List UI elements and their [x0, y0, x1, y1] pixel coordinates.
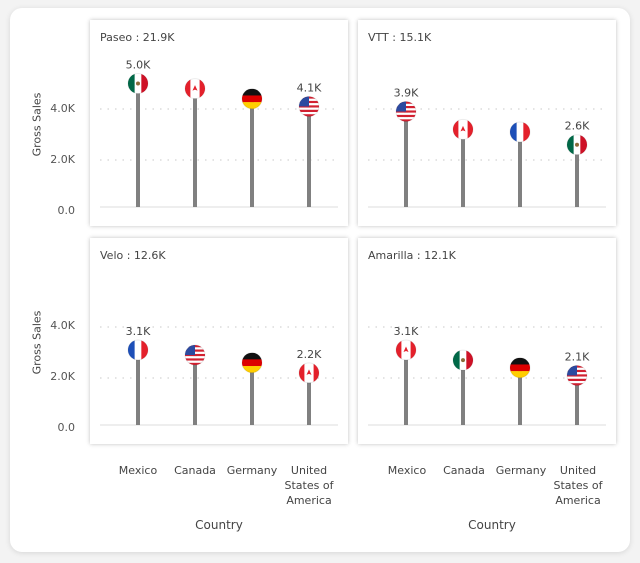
mexico-flag-icon — [567, 134, 587, 155]
x-tick-label-line: America — [555, 494, 601, 507]
canada-flag-icon — [185, 78, 205, 99]
x-tick-label-line: Mexico — [118, 464, 158, 477]
germany-flag-icon — [510, 357, 530, 378]
lollipop-usa: 4.1K — [297, 81, 322, 207]
data-label: 5.0K — [126, 59, 151, 72]
y-tick: 4.0K — [50, 319, 75, 332]
x-tick-label-line: States of — [553, 479, 603, 492]
canada-flag-icon — [396, 339, 416, 360]
x-tick-label: United States of America — [279, 463, 339, 508]
x-tick-label: Germany — [491, 463, 551, 478]
x-tick-label-line: United — [290, 464, 328, 477]
data-label: 3.9K — [394, 87, 419, 100]
lollipop-plot: 3.9K 2.6K — [368, 87, 606, 208]
lollipop-canada — [184, 78, 206, 207]
x-tick-label-line: United — [559, 464, 597, 477]
canada-flag-icon — [299, 362, 319, 383]
panel-title: VTT : 15.1K — [368, 31, 432, 44]
y-tick: 0.0 — [57, 421, 76, 434]
x-tick-label: Mexico — [377, 463, 437, 478]
usa-flag-icon — [299, 96, 319, 117]
usa-flag-icon — [396, 101, 416, 122]
panel-velo: Velo : 12.6K 3.1K 2.2K — [90, 238, 348, 444]
panel-vtt: VTT : 15.1K 3.9K 2.6K — [358, 20, 616, 226]
x-tick-label: Canada — [165, 463, 225, 478]
lollipop-usa — [184, 344, 206, 425]
lollipop-canada: 3.1K — [394, 325, 419, 425]
mexico-flag-icon — [128, 73, 148, 94]
y-tick: 0.0 — [57, 204, 76, 217]
x-tick-label: United States of America — [548, 463, 608, 508]
lollipop-france — [509, 121, 531, 207]
lollipop-mexico: 5.0K — [126, 59, 151, 207]
lollipop-mexico — [452, 349, 474, 425]
y-tick: 2.0K — [50, 370, 75, 383]
panel-paseo: Paseo : 21.9K 5.0K 4.1K — [90, 20, 348, 226]
x-tick-label: Mexico — [108, 463, 168, 478]
lollipop-france: 3.1K — [126, 325, 151, 425]
x-tick-label-line: Canada — [443, 464, 485, 477]
data-label: 3.1K — [126, 325, 151, 338]
usa-flag-icon — [185, 345, 205, 366]
lollipop-plot: 3.1K 2.2K — [100, 325, 338, 426]
lollipop-germany — [241, 88, 263, 207]
x-tick-label-line: States of — [284, 479, 334, 492]
lollipop-plot: 5.0K 4.1K — [100, 59, 338, 208]
x-tick-label-line: America — [286, 494, 332, 507]
panel-title: Paseo : 21.9K — [100, 31, 175, 44]
panel-title: Amarilla : 12.1K — [368, 249, 456, 262]
lollipop-germany — [241, 352, 263, 425]
data-label: 4.1K — [297, 81, 322, 94]
lollipop-canada — [452, 118, 474, 207]
panel-title: Velo : 12.6K — [100, 249, 166, 262]
lollipop-usa: 3.9K — [394, 87, 419, 207]
data-label: 2.2K — [297, 348, 322, 361]
data-label: 3.1K — [394, 325, 419, 338]
x-tick-label-line: Germany — [495, 464, 547, 477]
x-tick-label-line: Mexico — [387, 464, 427, 477]
lollipop-mexico: 2.6K — [565, 120, 590, 207]
y-tick: 2.0K — [50, 153, 75, 166]
lollipop-germany — [509, 357, 531, 425]
x-tick-label-line: Germany — [226, 464, 278, 477]
y-tick: 4.0K — [50, 102, 75, 115]
data-label: 2.1K — [565, 350, 590, 363]
x-tick-label-line: Canada — [174, 464, 216, 477]
data-label: 2.6K — [565, 120, 590, 133]
lollipop-plot: 3.1K 2.1K — [368, 325, 606, 426]
france-flag-icon — [510, 121, 530, 142]
germany-flag-icon — [242, 88, 262, 109]
x-tick-label: Germany — [222, 463, 282, 478]
x-axis-title: Country — [195, 518, 243, 532]
lollipop-canada: 2.2K — [297, 348, 322, 425]
x-tick-label: Canada — [434, 463, 494, 478]
france-flag-icon — [128, 339, 148, 360]
panel-amarilla: Amarilla : 12.1K 3.1K 2.1K — [358, 238, 616, 444]
germany-flag-icon — [242, 352, 262, 373]
mexico-flag-icon — [453, 350, 473, 371]
lollipop-usa: 2.1K — [565, 350, 590, 425]
canada-flag-icon — [453, 119, 473, 140]
usa-flag-icon — [567, 365, 587, 386]
x-axis-title: Country — [468, 518, 516, 532]
